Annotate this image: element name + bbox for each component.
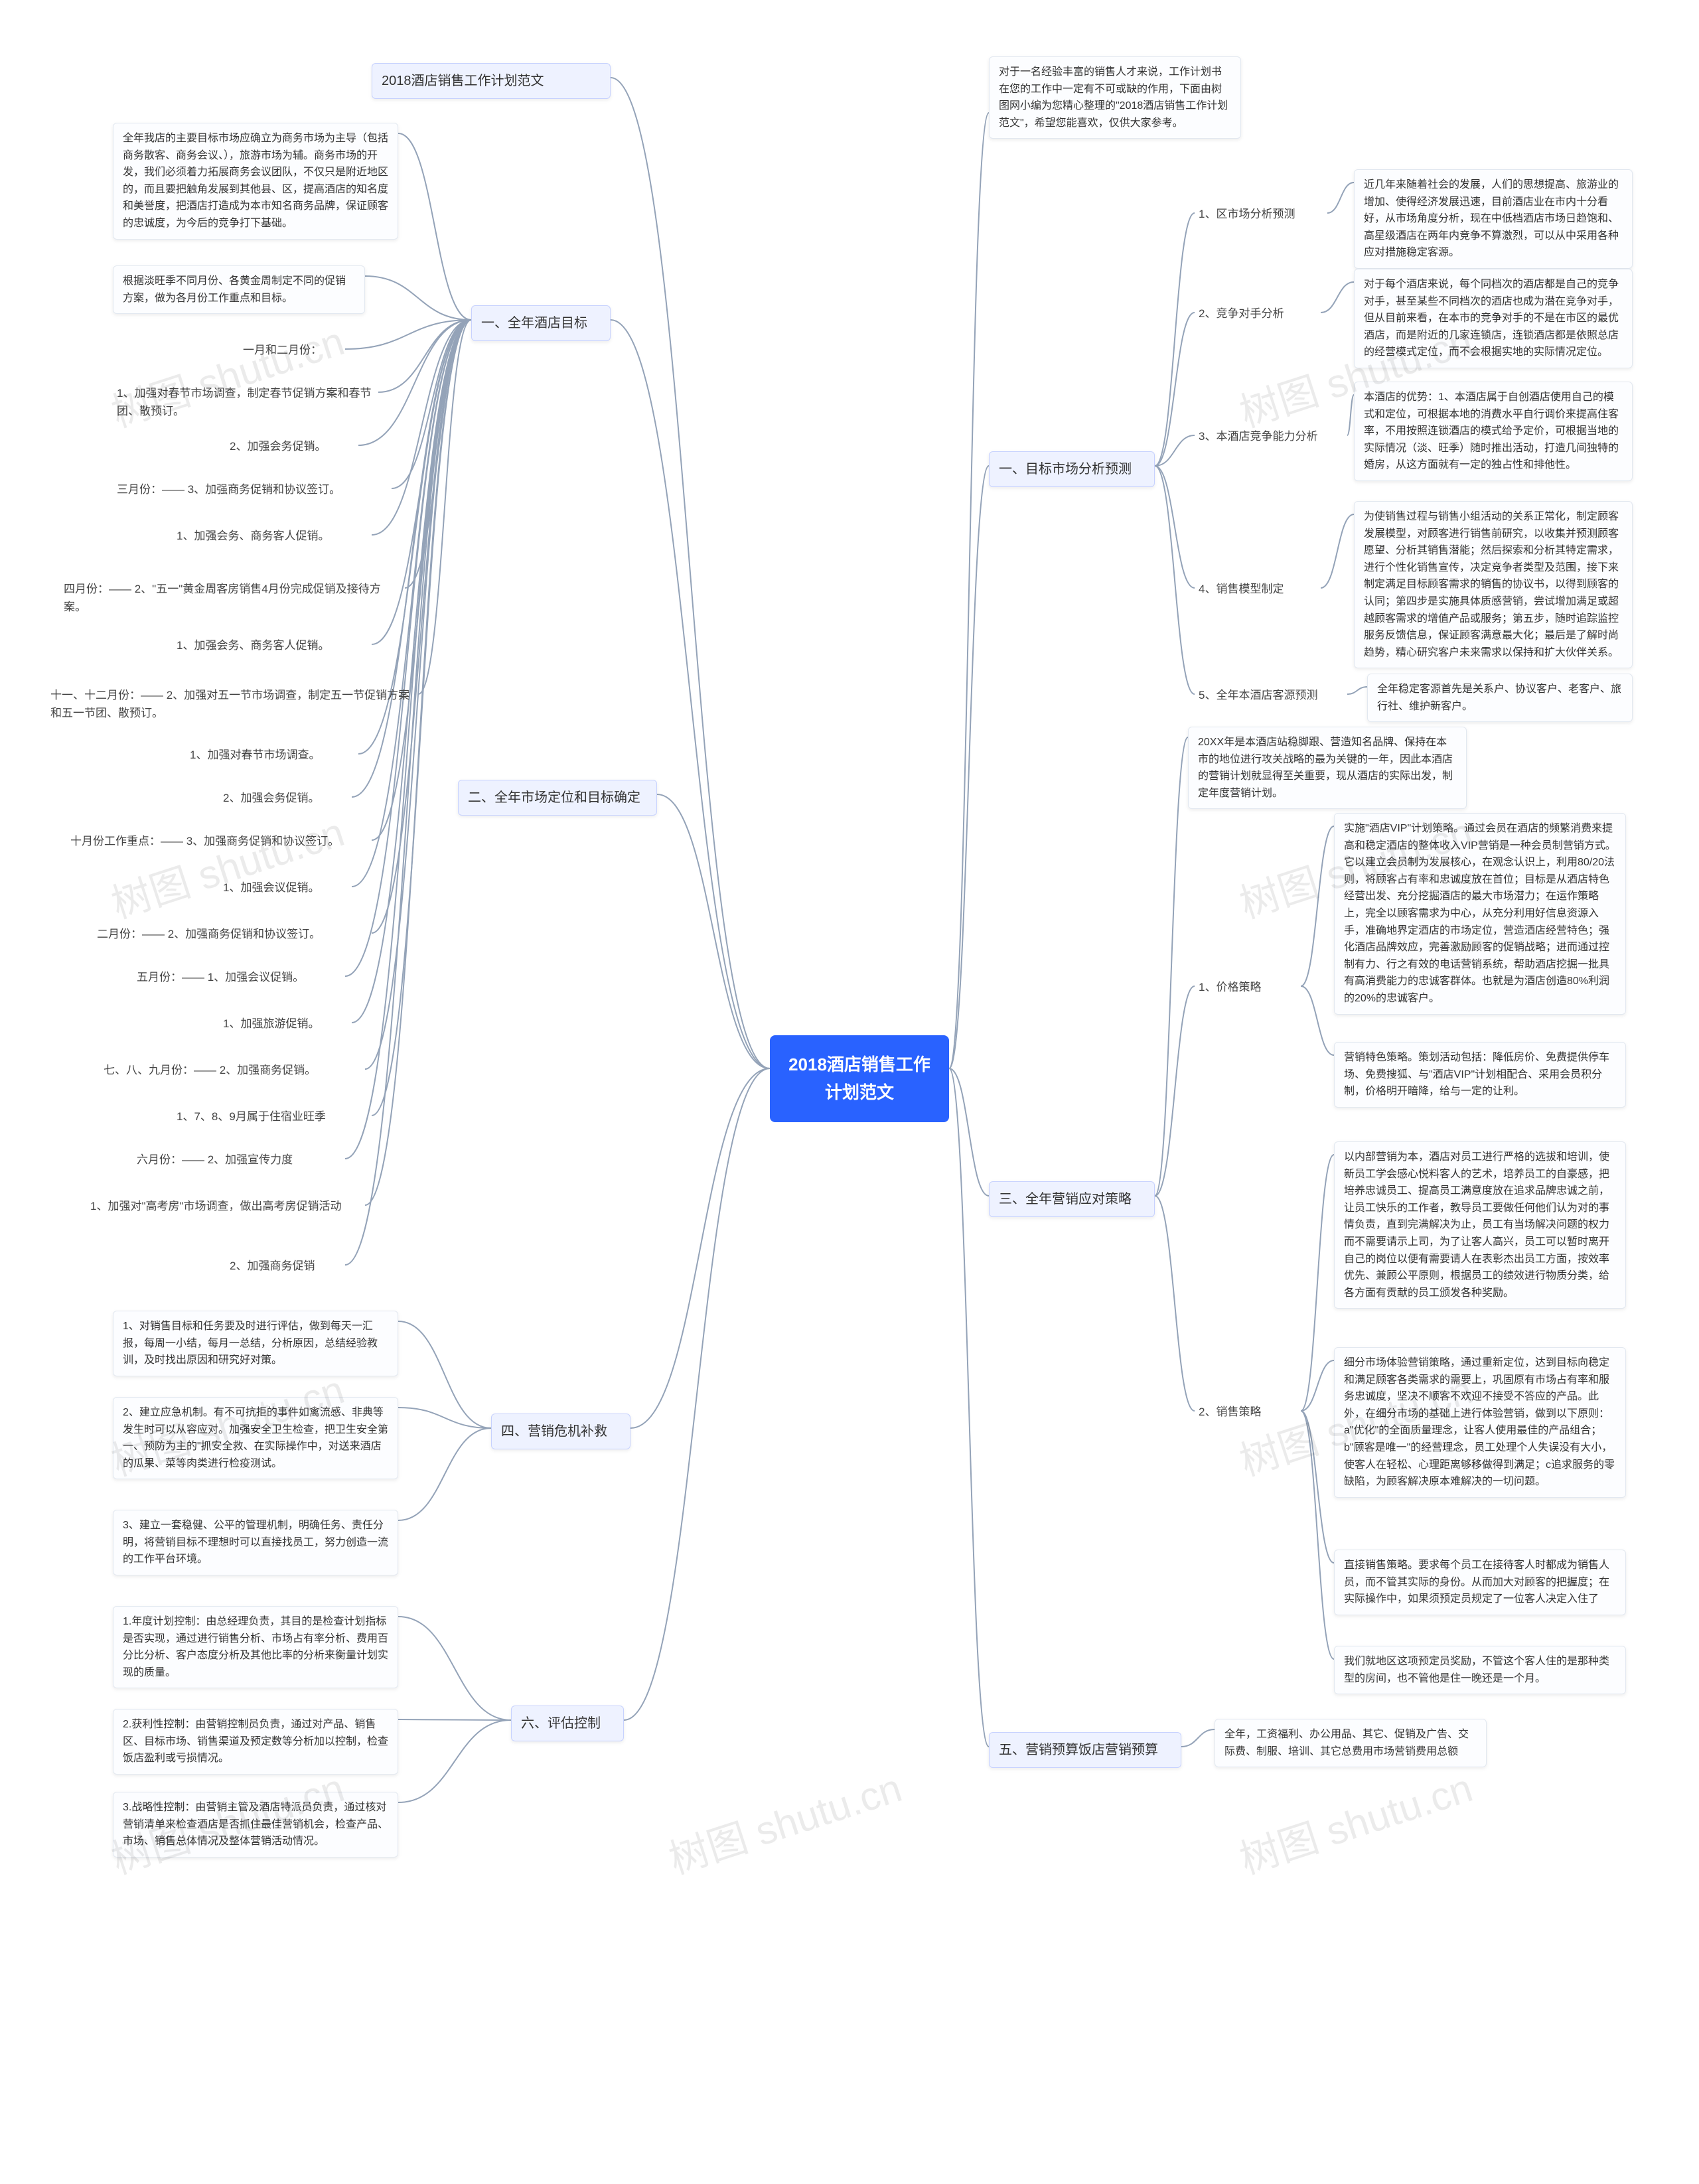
leaf-node: 全年，工资福利、办公用品、其它、促销及广告、交际费、制服、培训、其它总费用市场营… bbox=[1215, 1719, 1487, 1767]
leaf-node: 为使销售过程与销售小组活动的关系正常化，制定顾客发展模型，对顾客进行销售前研究，… bbox=[1354, 501, 1633, 668]
leaf-node: 全年稳定客源首先是关系户、协议客户、老客户、旅行社、维护新客户。 bbox=[1367, 674, 1633, 722]
leaf-node: 我们就地区这项预定员奖励，不管这个客人住的是那种类型的房间，也不管他是住一晚还是… bbox=[1334, 1646, 1626, 1694]
branch-node: 二、全年市场定位和目标确定 bbox=[458, 780, 657, 816]
leaf-node: 实施"酒店VIP"计划策略。通过会员在酒店的频繁消费来提高和稳定酒店的整体收入V… bbox=[1334, 813, 1626, 1015]
leaf-node: 3.战略性控制：由营销主管及酒店特派员负责，通过核对营销清单来检查酒店是否抓住最… bbox=[113, 1792, 398, 1857]
leaf-node: 本酒店的优势：1、本酒店属于自创酒店使用自己的模式和定位，可根据本地的消费水平自… bbox=[1354, 382, 1633, 481]
branch-node: 六、评估控制 bbox=[511, 1706, 624, 1741]
leaf-node: 以内部营销为本，酒店对员工进行严格的选拔和培训，使新员工学会感心悦料客人的艺术，… bbox=[1334, 1141, 1626, 1309]
leaf-node: 四月份：—— 2、"五一"黄金周客房销售4月份完成促销及接待方案。 bbox=[60, 577, 405, 619]
leaf-node: 1、加强对春节市场调查。 bbox=[186, 743, 358, 766]
leaf-node: 3、本酒店竞争能力分析 bbox=[1195, 425, 1347, 448]
leaf-node: 5、全年本酒店客源预测 bbox=[1195, 684, 1347, 707]
leaf-node: 根据淡旺季不同月份、各黄金周制定不同的促销方案，做为各月份工作重点和目标。 bbox=[113, 265, 365, 314]
branch-node: 一、全年酒店目标 bbox=[471, 305, 611, 341]
leaf-node: 1、加强旅游促销。 bbox=[219, 1012, 352, 1035]
leaf-node: 1、价格策略 bbox=[1195, 976, 1301, 999]
branch-node: 五、营销预算饭店营销预算 bbox=[989, 1732, 1181, 1768]
leaf-node: 全年我店的主要目标市场应确立为商务市场为主导（包括商务散客、商务会议、），旅游市… bbox=[113, 123, 398, 240]
leaf-node: 直接销售策略。要求每个员工在接待客人时都成为销售人员，而不管其实际的身份。从而加… bbox=[1334, 1550, 1626, 1615]
watermark: 树图 shutu.cn bbox=[103, 800, 350, 930]
leaf-node: 2、销售策略 bbox=[1195, 1400, 1301, 1423]
leaf-node: 1、加强会议促销。 bbox=[219, 876, 352, 899]
leaf-node: 1、加强会务、商务客人促销。 bbox=[173, 634, 372, 657]
leaf-node: 2、加强商务促销 bbox=[226, 1254, 345, 1277]
branch-node: 2018酒店销售工作计划范文 bbox=[372, 63, 611, 99]
leaf-node: 六月份：—— 2、加强宣传力度 bbox=[133, 1148, 345, 1171]
mindmap-canvas: 2018酒店销售工作计划范文 2018酒店销售工作计划范文一、全年酒店目标全年我… bbox=[0, 0, 1699, 2184]
leaf-node: 近几年来随着社会的发展，人们的思想提高、旅游业的增加、使得经济发展迅速，目前酒店… bbox=[1354, 169, 1633, 269]
leaf-node: 十一、十二月份：—— 2、加强对五一节市场调查，制定五一节促销方案和五一节团、散… bbox=[46, 684, 418, 725]
leaf-node: 二月份：—— 2、加强商务促销和协议签订。 bbox=[93, 922, 372, 946]
leaf-node: 20XX年是本酒店站稳脚跟、营造知名品牌、保持在本市的地位进行攻关战略的最为关键… bbox=[1188, 727, 1467, 809]
leaf-node: 3、建立一套稳健、公平的管理机制，明确任务、责任分明，将营销目标不理想时可以直接… bbox=[113, 1510, 398, 1575]
branch-node: 三、全年营销应对策略 bbox=[989, 1181, 1155, 1217]
leaf-node: 1.年度计划控制：由总经理负责，其目的是检查计划指标是否实现，通过进行销售分析、… bbox=[113, 1606, 398, 1688]
leaf-node: 1、加强对春节市场调查，制定春节促销方案和春节团、散预订。 bbox=[113, 382, 378, 423]
leaf-node: 1、加强会务、商务客人促销。 bbox=[173, 524, 372, 547]
leaf-node: 十月份工作重点：—— 3、加强商务促销和协议签订。 bbox=[66, 830, 372, 853]
watermark: 树图 shutu.cn bbox=[660, 1756, 908, 1885]
leaf-node: 4、销售模型制定 bbox=[1195, 577, 1321, 601]
root-node: 2018酒店销售工作计划范文 bbox=[770, 1035, 949, 1122]
branch-node: 四、营销危机补救 bbox=[491, 1414, 630, 1449]
leaf-node: 2.获利性控制：由营销控制员负责，通过对产品、销售区、目标市场、销售渠道及预定数… bbox=[113, 1709, 398, 1775]
leaf-node: 对于每个酒店来说，每个同档次的酒店都是自己的竞争对手，甚至某些不同档次的酒店也成… bbox=[1354, 269, 1633, 368]
leaf-node: 细分市场体验营销策略，通过重新定位，达到目标向稳定和满足顾客各类需求的需要上，巩… bbox=[1334, 1347, 1626, 1498]
branch-node: 一、目标市场分析预测 bbox=[989, 451, 1155, 487]
leaf-node: 2、建立应急机制。有不可抗拒的事件如禽流感、非典等发生时可以从容应对。加强安全卫… bbox=[113, 1397, 398, 1479]
leaf-node: 2、竞争对手分析 bbox=[1195, 302, 1321, 325]
leaf-node: 一月和二月份： bbox=[239, 338, 345, 362]
leaf-node: 对于一名经验丰富的销售人才来说，工作计划书在您的工作中一定有不可或缺的作用，下面… bbox=[989, 56, 1241, 139]
leaf-node: 1、加强对"高考房"市场调查，做出高考房促销活动 bbox=[86, 1195, 365, 1218]
leaf-node: 1、7、8、9月属于住宿业旺季 bbox=[173, 1105, 372, 1128]
leaf-node: 五月份：—— 1、加强会议促销。 bbox=[133, 966, 345, 989]
leaf-node: 营销特色策略。策划活动包括：降低房价、免费提供停车场、免费搜狐、与"酒店VIP"… bbox=[1334, 1042, 1626, 1108]
leaf-node: 2、加强会务促销。 bbox=[226, 435, 358, 458]
leaf-node: 七、八、九月份：—— 2、加强商务促销。 bbox=[100, 1058, 365, 1082]
leaf-node: 三月份：—— 3、加强商务促销和协议签订。 bbox=[113, 478, 392, 501]
leaf-node: 2、加强会务促销。 bbox=[219, 786, 352, 810]
watermark: 树图 shutu.cn bbox=[1231, 1756, 1479, 1885]
leaf-node: 1、区市场分析预测 bbox=[1195, 202, 1327, 226]
leaf-node: 1、对销售目标和任务要及时进行评估，做到每天一汇报，每周一小结，每月一总结，分析… bbox=[113, 1311, 398, 1376]
